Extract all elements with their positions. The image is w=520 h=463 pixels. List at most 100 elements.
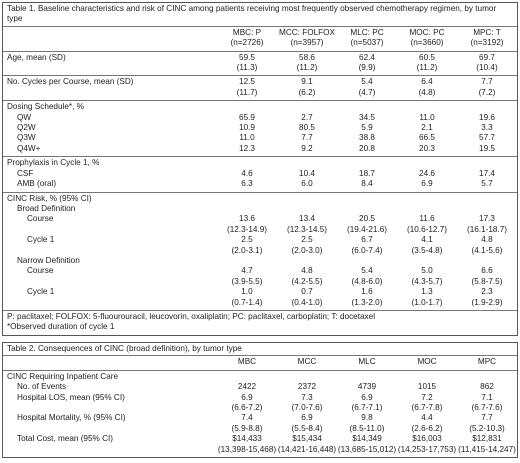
cell: 12.5 (11.7) [217,77,277,98]
cell-ci: (11,415-14,247) [458,444,516,454]
cell: 13.4 (12.3-14.5) [277,214,337,235]
cell-value: 6.9 [421,179,433,189]
row: Q4W+ 12.3 9.2 20.8 20.3 19.5 [3,144,517,154]
footnote: *Observed duration of cycle 1 [7,322,115,332]
cell-value: 24.6 [419,168,435,178]
cell-value: 5.4 [361,266,373,276]
cell: $14,349 (13,685-15,012) [337,434,397,455]
cell-ci: (13,685-15,012) [337,444,397,454]
cell: 66.5 [397,133,457,143]
cell-ci: (9.9) [358,63,376,73]
cell-value: 66.5 [419,133,435,143]
row: No. Cycles per Course, mean (SD) 12.5 (11.… [3,77,517,98]
cell-ci: (6.7-7.8) [411,403,443,413]
cell-ci: (6.7-7.1) [351,403,383,413]
cell: 58.6 (11.2) [277,53,337,74]
cell-ci: (5.9-8.8) [231,423,263,433]
cell: 4.4 (2.6-6.2) [397,413,457,434]
cell-ci: (4.1-5.6) [471,245,503,255]
table-title: Table 2. Consequences of CINC (broad def… [7,344,242,353]
cell: 11.0 [397,113,457,123]
table-1: Table 1. Baseline characteristics and ri… [2,2,518,336]
row: Course 13.6 (12.3-14.9) 13.4 (12.3-14.5) 20.5… [3,214,517,235]
cell-value: 65.9 [239,112,255,122]
cell-ci: (2.0-3.1) [231,245,263,255]
cell-value: 59.5 [239,52,255,62]
cell-value: 6.6 [481,266,493,276]
column-name: MBC [237,357,257,367]
cell-value: 2.7 [301,112,313,122]
cell: 6.3 [217,179,277,189]
cell-ci: (5.5-8.4) [291,423,323,433]
column-header: MBC: P (n=2726) [217,28,277,49]
cell-value: 11.0 [239,133,255,143]
cell-ci: (14,253-17,753) [397,444,457,454]
row: Cycle 1 2.5 (2.0-3.1) 2.5 (2.0-3.0) 6.7 (6.0-7… [3,235,517,256]
cell-ci: (0.7-1.4) [231,297,263,307]
cell: 57.7 [457,133,517,143]
cell: 12.3 [217,144,277,154]
column-n: (n=5037) [350,38,384,48]
cell-ci: (7.2) [478,87,496,97]
cell-ci: (3.5-4.8) [411,245,443,255]
cell-value: 17.4 [479,168,495,178]
column-header: MOC [397,357,457,367]
cell: 7.2 (6.7-7.8) [397,393,457,414]
cell-value: 8.4 [361,179,373,189]
cell-ci: (3.9-5.5) [231,276,263,286]
cell-value: 58.6 [299,52,315,62]
cell-value: 10.4 [299,168,315,178]
cell-value: 34.5 [359,112,375,122]
row-label: Total Cost, mean (95% CI) [17,434,114,444]
cell-value: 6.9 [241,392,253,402]
cell-value: 862 [480,382,494,392]
cell: 62.4 (9.9) [337,53,397,74]
cell-ci: (12.3-14.5) [286,224,328,234]
cell-value: 2.3 [481,287,493,297]
cell-value: 1.3 [421,287,433,297]
cell: 65.9 [217,113,277,123]
row-label: QW [17,112,32,122]
cell-value: 4.6 [241,168,253,178]
cell: 0.7 (0.4-1.0) [277,287,337,308]
column-header: MCC: FOLFOX (n=3957) [277,28,337,49]
cell-value: 2422 [237,382,257,392]
cell-ci: (13,398-15,468) [217,444,277,454]
cell-value: 1.6 [361,287,373,297]
cell-ci: (4.8-6.0) [351,276,383,286]
cell-ci: (11.2) [296,63,318,73]
header-spacer [3,28,217,49]
column-n: (n=3660) [410,38,444,48]
cell: 20.3 [397,144,457,154]
cell: 4.7 (3.9-5.5) [217,266,277,287]
cell-value: 20.3 [419,143,435,153]
cell-value: 11.0 [419,112,435,122]
cell: 10.9 [217,123,277,133]
cell-value: 6.9 [301,413,313,423]
cell: 3.3 [457,123,517,133]
cell-ci: (11.3) [236,63,258,73]
cell: $12,831 (11,415-14,247) [457,434,517,455]
cell: 9.1 (6.2) [277,77,337,98]
section: Age, mean (SD) 59.5 (11.3) 58.6 (11.2) 62.4 (9… [3,50,517,76]
row-label: CSF [17,168,34,178]
cell-ci: (12.3-14.9) [226,224,268,234]
cell: 2422 [217,382,277,392]
cell-ci: (10.4) [476,63,498,73]
column-n: (n=2726) [230,38,264,48]
cell: 38.8 [337,133,397,143]
column-header: MCC [277,357,337,367]
column-name: MCC: FOLFOX [279,27,335,37]
row: Course 4.7 (3.9-5.5) 4.8 (4.2-5.5) 5.4 (4.8-6.… [3,266,517,287]
cell-value: 7.7 [481,413,493,423]
cell-value: 7.4 [241,413,253,423]
cell-value: 20.8 [359,143,375,153]
cell: 13.6 (12.3-14.9) [217,214,277,235]
cell-value: 6.3 [241,179,253,189]
cell: 6.6 (5.8-7.5) [457,266,517,287]
cell-value: 5.7 [481,179,493,189]
cell-ci: (1.3-2.0) [351,297,383,307]
row: Q2W 10.9 80.5 5.9 2.1 3.3 [3,123,517,133]
cell: 19.5 [457,144,517,154]
column-name: MOC [417,357,437,367]
